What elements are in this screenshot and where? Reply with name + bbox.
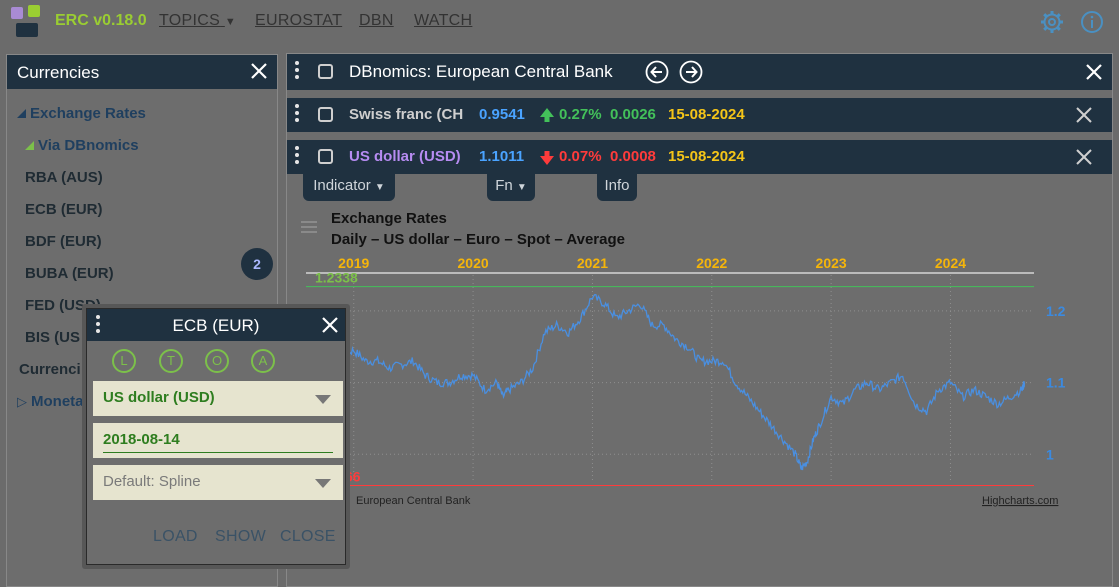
tree-item-rba[interactable]: RBA (AUS) xyxy=(25,169,103,186)
info-icon[interactable] xyxy=(1080,10,1104,34)
count-badge: 2 xyxy=(241,248,273,280)
chevron-down-icon xyxy=(315,395,331,404)
y-tick-label: 1 xyxy=(1046,446,1054,462)
tree-item-ecb[interactable]: ECB (EUR) xyxy=(25,201,103,218)
currencies-panel-header: Currencies xyxy=(7,55,277,89)
nav-topics[interactable]: TOPICS ▼ xyxy=(159,12,237,29)
up-arrow-icon xyxy=(540,108,554,122)
popup-title: ECB (EUR) xyxy=(172,316,260,335)
chart-gridlines xyxy=(306,275,1034,483)
tree-via-dbnomics[interactable]: Via DBnomics xyxy=(25,137,139,154)
show-button[interactable]: SHOW xyxy=(215,528,266,545)
chevron-down-icon xyxy=(315,479,331,488)
y-tick-label: 1.1 xyxy=(1046,375,1066,391)
chart-subtitle: Daily – US dollar – Euro – Spot – Averag… xyxy=(331,231,625,248)
down-arrow-icon xyxy=(540,151,554,165)
dbnomics-panel-header: DBnomics: European Central Bank xyxy=(287,54,1112,90)
option-t[interactable]: T xyxy=(159,349,183,373)
x-axis-ticks: 2019 2020 2021 2022 2023 2024 xyxy=(338,255,966,271)
popup-header: ECB (EUR) xyxy=(87,309,345,341)
series-row-swiss-franc[interactable]: Swiss franc (CH 0.9541 0.27% 0.0026 15-0… xyxy=(287,98,1112,132)
series-change-abs: 0.0008 xyxy=(610,148,656,165)
select-checkbox[interactable] xyxy=(318,64,333,79)
close-icon[interactable] xyxy=(321,316,339,334)
drag-handle-icon[interactable] xyxy=(295,146,299,167)
nav-dbn[interactable]: DBN xyxy=(359,12,394,29)
nav-watch[interactable]: WATCH xyxy=(414,12,473,29)
close-icon[interactable] xyxy=(1075,148,1093,166)
tree-monetary[interactable]: ▷ Moneta xyxy=(17,393,84,410)
x-tick-label: 2024 xyxy=(935,255,966,271)
series-value: 1.1011 xyxy=(479,148,525,165)
app-logo xyxy=(11,5,41,37)
series-name: US dollar (USD) xyxy=(349,148,461,165)
drag-handle-icon[interactable] xyxy=(295,104,299,125)
nav-eurostat[interactable]: EUROSTAT xyxy=(255,12,343,29)
drag-handle-icon[interactable] xyxy=(295,61,299,82)
tree-item-fed[interactable]: FED (USD) xyxy=(25,297,101,314)
tree-currencies[interactable]: Currenci xyxy=(19,361,81,378)
select-checkbox[interactable] xyxy=(318,107,333,122)
ecb-popup: ECB (EUR) L T O A US dollar (USD) 2018-0… xyxy=(82,304,350,569)
app-title: ERC v0.18.0 xyxy=(55,12,147,29)
close-icon[interactable] xyxy=(1085,63,1103,81)
expanded-icon xyxy=(17,109,26,118)
select-checkbox[interactable] xyxy=(318,149,333,164)
x-tick-label: 2023 xyxy=(816,255,847,271)
series-date: 15-08-2024 xyxy=(668,148,745,165)
chart-title: Exchange Rates xyxy=(331,210,447,227)
top-bar: ERC v0.18.0 TOPICS ▼ EUROSTAT DBN WATCH xyxy=(0,0,1119,44)
tab-indicator[interactable]: Indicator ▼ xyxy=(303,173,395,201)
series-change-pct: 0.07% xyxy=(559,148,602,165)
x-tick-label: 2019 xyxy=(338,255,369,271)
y-tick-label: 1.2 xyxy=(1046,303,1066,319)
load-button[interactable]: LOAD xyxy=(153,528,198,545)
option-o[interactable]: O xyxy=(205,349,229,373)
max-label: 1.2338 xyxy=(315,270,358,286)
y-axis-ticks: 1.2 1.1 1 xyxy=(1046,303,1066,462)
tree-item-bis[interactable]: BIS (US xyxy=(25,329,81,346)
chart-credits-link[interactable]: Highcharts.com xyxy=(982,495,1058,507)
series-row-us-dollar[interactable]: US dollar (USD) 1.1011 0.07% 0.0008 15-0… xyxy=(287,140,1112,174)
tab-fn[interactable]: Fn ▼ xyxy=(487,173,535,201)
close-button[interactable]: CLOSE xyxy=(280,528,336,545)
arrow-left-icon[interactable] xyxy=(645,60,669,84)
tab-info[interactable]: Info xyxy=(597,173,637,201)
drag-handle-icon[interactable] xyxy=(96,315,100,336)
panel-title: DBnomics: European Central Bank xyxy=(349,62,613,81)
close-icon[interactable] xyxy=(1075,106,1093,124)
gear-icon[interactable] xyxy=(1040,10,1064,34)
tree-item-bdf[interactable]: BDF (EUR) xyxy=(25,233,102,250)
tree-item-buba[interactable]: BUBA (EUR) xyxy=(25,265,114,282)
series-change-pct: 0.27% xyxy=(559,106,602,123)
x-tick-label: 2021 xyxy=(577,255,608,271)
collapsed-icon: ▷ xyxy=(17,394,27,409)
series-date: 15-08-2024 xyxy=(668,106,745,123)
series-change-abs: 0.0026 xyxy=(610,106,656,123)
x-tick-label: 2020 xyxy=(458,255,489,271)
close-icon[interactable] xyxy=(249,61,269,81)
option-l[interactable]: L xyxy=(112,349,136,373)
series-value: 0.9541 xyxy=(479,106,525,123)
chart-menu-icon[interactable] xyxy=(301,220,317,234)
exchange-rate-chart: 2019 2020 2021 2022 2023 2024 1.21.11 1.2338 … xyxy=(306,255,1066,507)
mode-select[interactable]: Default: Spline xyxy=(93,465,343,500)
dbnomics-panel: DBnomics: European Central Bank Swiss fr… xyxy=(286,53,1113,587)
series-name: Swiss franc (CH xyxy=(349,106,464,123)
date-input[interactable]: 2018-08-14 xyxy=(93,423,343,458)
tree-exchange-rates[interactable]: Exchange Rates xyxy=(17,105,146,122)
panel-title: Currencies xyxy=(17,63,100,82)
expanded-icon xyxy=(25,141,34,150)
x-tick-label: 2022 xyxy=(696,255,727,271)
option-a[interactable]: A xyxy=(251,349,275,373)
chart-credits-source: European Central Bank xyxy=(356,495,471,507)
series-line xyxy=(308,293,1026,471)
currency-select[interactable]: US dollar (USD) xyxy=(93,381,343,416)
arrow-right-icon[interactable] xyxy=(679,60,703,84)
